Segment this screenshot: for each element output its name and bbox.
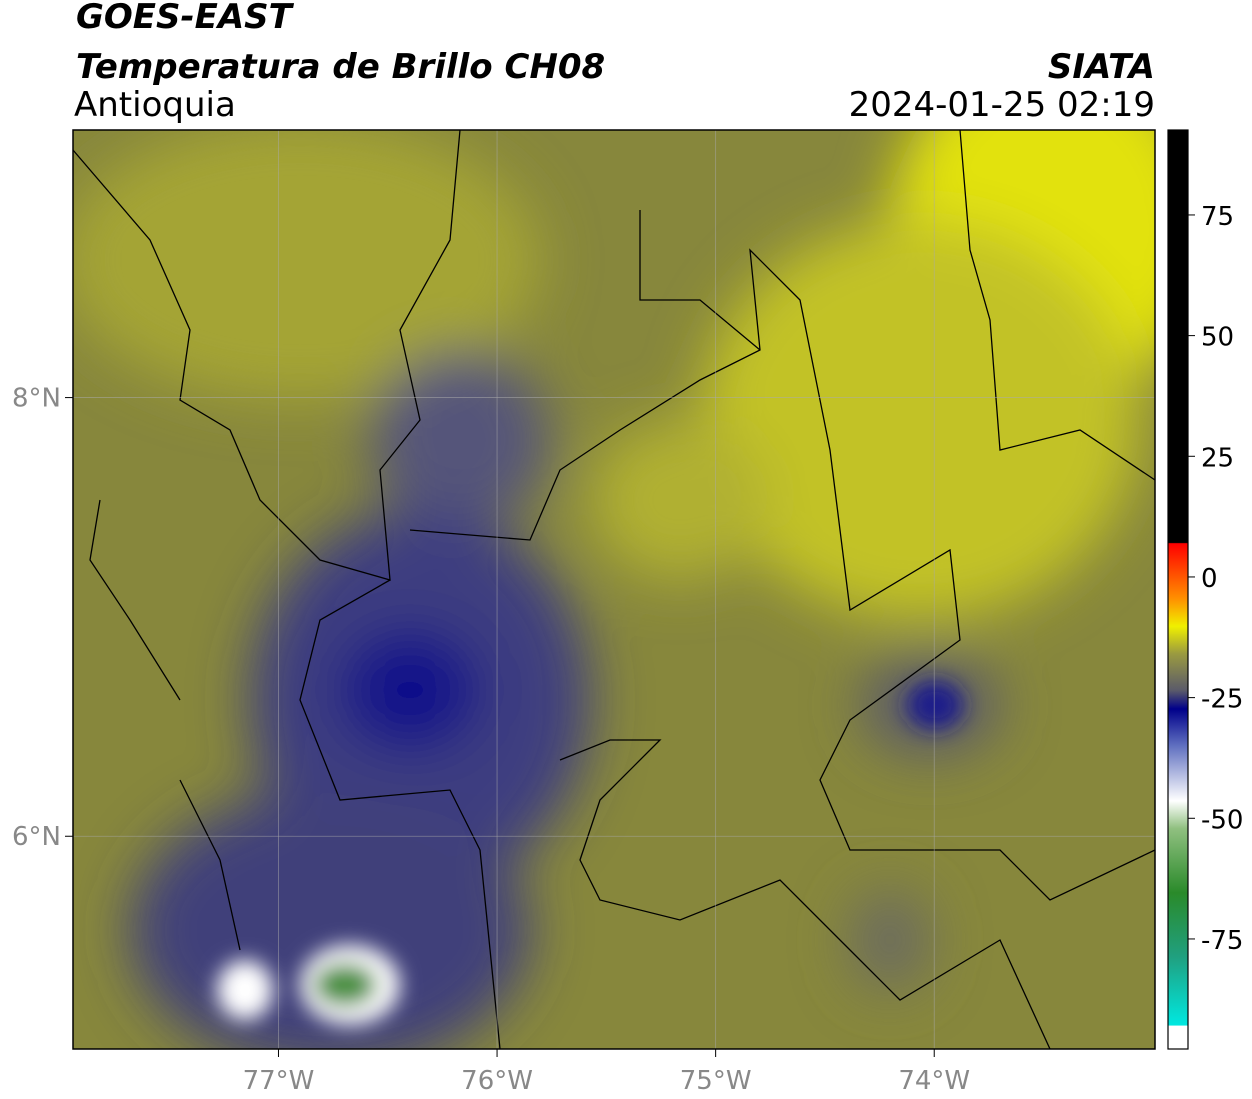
subtitle: Temperatura de Brillo CH08	[76, 47, 605, 87]
colorbar-label: -25	[1201, 685, 1243, 715]
colorbar-label: 75	[1201, 202, 1234, 232]
title: GOES-EAST	[76, 0, 295, 37]
colorbar-label: 25	[1201, 443, 1234, 473]
x-tick-label: 74°W	[898, 1066, 970, 1096]
x-tick-label: 76°W	[461, 1066, 533, 1096]
region: Antioquia	[74, 85, 236, 125]
colorbar-label: 0	[1201, 564, 1218, 594]
y-tick-label: 8°N	[12, 384, 61, 414]
x-tick-label: 75°W	[680, 1066, 752, 1096]
datetime: 2024-01-25 02:19	[849, 85, 1155, 125]
imagery	[73, 130, 1155, 1049]
map-frame	[72, 129, 1156, 1050]
colorbar-label: 50	[1201, 323, 1234, 353]
x-tick-label: 77°W	[243, 1066, 315, 1096]
colorbar-label: -50	[1201, 805, 1243, 835]
colorbar	[1167, 129, 1189, 1050]
source: SIATA	[1048, 47, 1155, 87]
colorbar-label: -75	[1201, 926, 1243, 956]
y-tick-label: 6°N	[12, 822, 61, 852]
